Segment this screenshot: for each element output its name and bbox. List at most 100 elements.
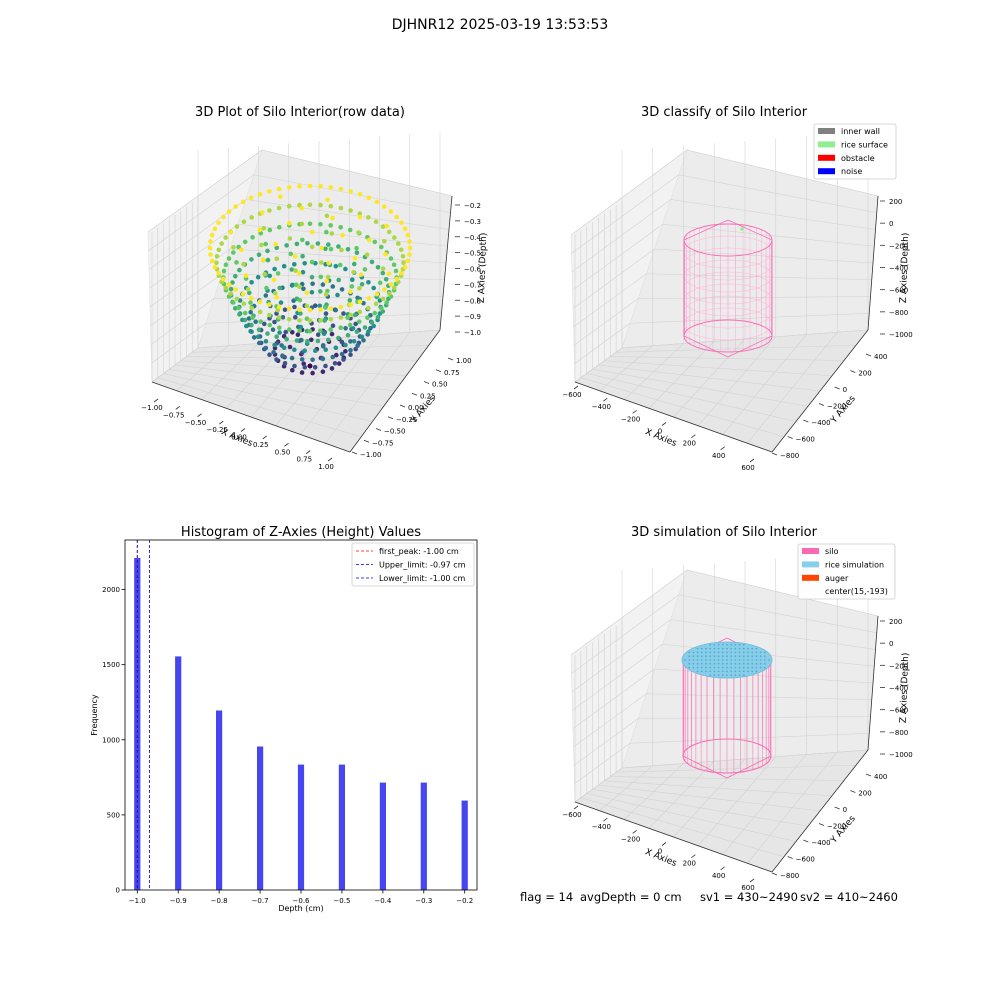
rice-point	[747, 666, 749, 669]
data-point	[256, 252, 262, 258]
rice-point	[734, 647, 737, 650]
rice-point	[730, 659, 733, 661]
data-point	[348, 208, 353, 213]
data-point	[274, 357, 279, 362]
rice-point	[747, 670, 749, 673]
data-point	[273, 241, 279, 247]
data-point	[242, 239, 248, 245]
rice-point	[751, 666, 754, 669]
rice-point	[717, 651, 720, 654]
data-point	[324, 278, 330, 284]
data-point	[354, 250, 360, 256]
rice-point	[755, 655, 758, 658]
data-point	[294, 338, 300, 343]
data-point	[243, 273, 249, 278]
data-point	[239, 247, 244, 253]
y-tick-label: 1000	[102, 736, 120, 744]
data-point	[402, 226, 408, 232]
data-point	[345, 315, 350, 320]
rice-point	[700, 655, 703, 658]
data-point	[278, 194, 283, 200]
data-point	[366, 329, 371, 335]
x-tick-label: 400	[712, 872, 725, 880]
z-tick-label: −1.0	[464, 329, 481, 337]
rice-point	[726, 647, 728, 650]
rice-point	[738, 659, 741, 661]
data-point	[373, 219, 379, 224]
data-point	[353, 346, 359, 352]
chart-title: Histogram of Z-Axies (Height) Values	[181, 525, 421, 540]
z-tick-label: −0.3	[464, 218, 481, 226]
rice-point	[717, 666, 720, 669]
data-point	[216, 220, 221, 226]
data-point	[373, 301, 379, 307]
rice-point	[713, 647, 716, 650]
data-point	[375, 314, 381, 320]
data-point	[336, 277, 342, 283]
rice-point	[751, 651, 754, 654]
data-point	[310, 229, 315, 235]
rice-point	[700, 662, 703, 665]
legend-label: auger	[825, 574, 849, 583]
y-tick-label: 400	[874, 353, 887, 361]
bar	[338, 764, 345, 890]
data-point	[276, 186, 282, 192]
data-point	[321, 331, 327, 337]
rice-point	[738, 651, 741, 654]
data-point	[388, 282, 394, 287]
z-axis-label: Z Axies (Depth)	[899, 653, 911, 724]
rice-point	[705, 662, 707, 665]
figure-title: DJHNR12 2025-03-19 13:53:53	[391, 17, 609, 33]
x-tick-label: 200	[683, 440, 696, 448]
x-tick-label: −0.25	[207, 426, 228, 434]
data-point	[318, 307, 323, 313]
data-point	[234, 296, 240, 302]
y-tick-label: −800	[780, 872, 799, 880]
data-point	[299, 337, 304, 343]
data-point	[318, 328, 323, 334]
y-tick-label: 0.00	[408, 404, 424, 412]
data-point	[357, 309, 363, 315]
data-point	[326, 260, 332, 266]
rice-point	[763, 662, 766, 665]
data-point	[371, 285, 377, 291]
data-point	[309, 244, 315, 250]
footer-avg-depth: avgDepth = 0 cm	[580, 890, 682, 904]
data-point	[250, 315, 255, 321]
data-point	[307, 328, 313, 334]
data-point	[345, 247, 351, 252]
x-axis-line	[574, 381, 773, 453]
data-point	[324, 229, 329, 235]
y-tick-label: −0.25	[396, 416, 417, 424]
data-point	[302, 348, 308, 354]
data-point	[307, 363, 313, 369]
x-tick-label: 600	[741, 884, 754, 892]
x-tick-label: −400	[592, 403, 611, 411]
bar	[297, 764, 305, 890]
data-point	[272, 319, 277, 325]
x-tick-label: −1.0	[129, 897, 146, 905]
y-axis-label: Frequency	[90, 694, 99, 736]
legend-swatch	[818, 154, 835, 161]
data-point	[383, 252, 388, 257]
data-point	[383, 277, 389, 282]
data-point	[283, 329, 289, 335]
rice-point	[730, 670, 733, 673]
data-point	[326, 242, 331, 247]
y-tick-label: −0.50	[384, 428, 405, 436]
legend-swatch	[802, 548, 819, 554]
chart-4-legend: silo rice simulation auger center(15,-193)	[797, 543, 896, 600]
data-point	[328, 317, 334, 322]
data-point	[249, 329, 254, 335]
rice-point	[747, 647, 749, 650]
rice-point	[738, 674, 741, 677]
x-tick-label: −0.50	[185, 419, 206, 427]
data-point	[242, 310, 248, 316]
data-point	[265, 331, 270, 336]
y-tick-label: 0.25	[420, 392, 436, 400]
data-point	[362, 325, 368, 330]
rice-point	[755, 662, 758, 665]
footer-sv1: sv1 = 430~2490	[700, 890, 798, 904]
rice-point	[726, 655, 728, 658]
x-tick-label: −0.7	[252, 897, 269, 905]
